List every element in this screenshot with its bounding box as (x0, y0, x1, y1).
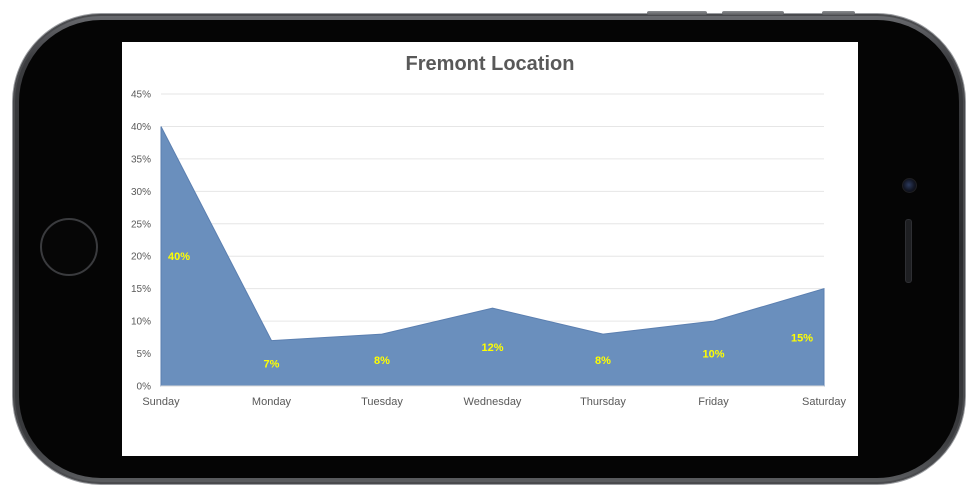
data-label: 7% (264, 358, 280, 370)
earpiece-speaker (905, 219, 912, 283)
data-label: 15% (791, 332, 813, 344)
home-button[interactable] (40, 218, 98, 276)
y-axis-ticks: 0% 5% 10% 15% 20% 25% 30% 35% 40% 45% (131, 90, 151, 393)
data-label: 8% (595, 355, 611, 367)
y-tick-label: 5% (137, 349, 152, 360)
x-tick-label: Wednesday (464, 396, 522, 408)
data-label: 10% (702, 349, 724, 361)
series-area (160, 126, 825, 387)
data-label: 8% (374, 355, 390, 367)
y-tick-label: 35% (131, 154, 151, 165)
gridlines (161, 93, 824, 355)
data-label: 12% (481, 342, 503, 354)
y-tick-label: 15% (131, 284, 151, 295)
volume-button (722, 11, 784, 15)
x-tick-label: Tuesday (361, 396, 403, 408)
area-series (160, 126, 825, 387)
chart-title: Fremont Location (405, 53, 575, 75)
y-tick-label: 40% (131, 122, 151, 133)
x-tick-label: Sunday (142, 396, 180, 408)
x-tick-label: Saturday (802, 396, 847, 408)
y-tick-label: 25% (131, 219, 151, 230)
y-tick-label: 45% (131, 90, 151, 101)
volume-button (647, 11, 707, 15)
y-tick-label: 30% (131, 187, 151, 198)
x-tick-label: Friday (698, 396, 729, 408)
y-tick-label: 10% (131, 317, 151, 328)
phone-screen: Fremont Location 0% 5% 10% 15% 20% 25% 30% 35% 4… (122, 42, 858, 456)
power-button (822, 11, 855, 15)
y-tick-label: 20% (131, 252, 151, 263)
x-tick-label: Thursday (580, 396, 626, 408)
data-label: 40% (168, 251, 190, 263)
data-labels: 40% 7% 8% 12% 8% 10% 15% (168, 251, 813, 370)
x-tick-label: Monday (252, 396, 292, 408)
front-camera-icon (902, 178, 917, 193)
y-tick-label: 0% (137, 382, 152, 393)
area-chart: 0% 5% 10% 15% 20% 25% 30% 35% 40% 45% 40% 7% 8% 12% 8… (131, 90, 847, 409)
x-axis-ticks: Sunday Monday Tuesday Wednesday Thursday Frid… (142, 396, 846, 408)
